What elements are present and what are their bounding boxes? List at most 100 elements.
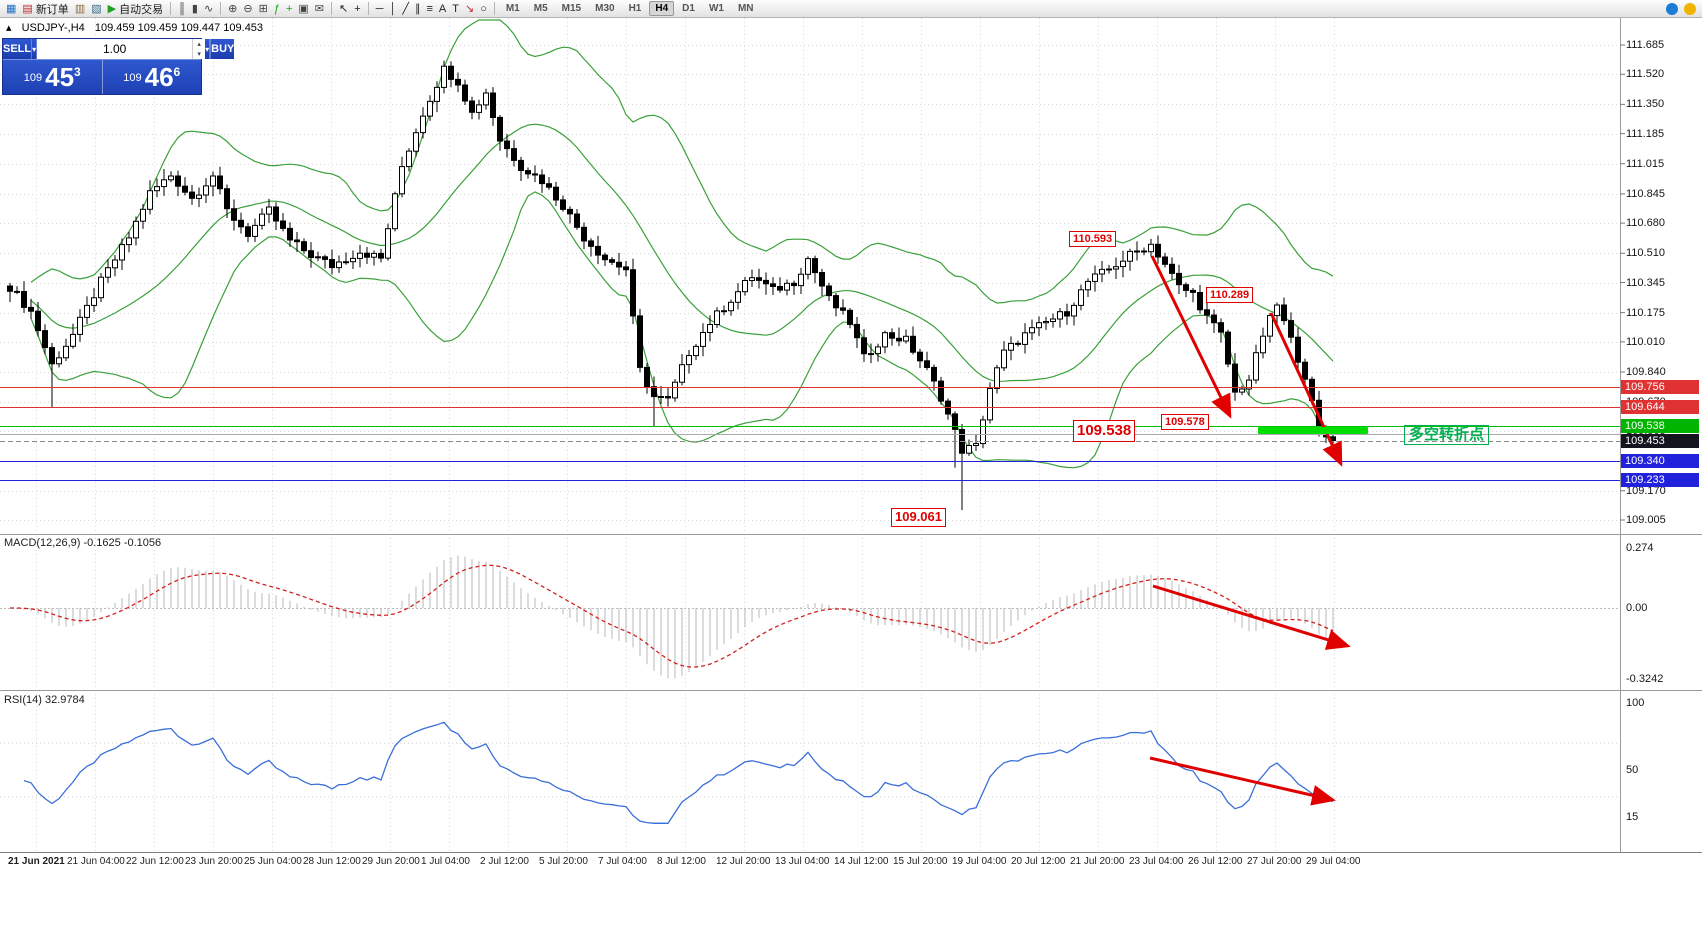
indicators-icon: ƒ (273, 2, 280, 15)
vertical-line-icon[interactable]: │ (387, 1, 398, 17)
timeframe-button-w1[interactable]: W1 (708, 3, 724, 14)
price-scale-label: 111.685 (1626, 39, 1665, 51)
sell-caret-icon[interactable]: ▾ (32, 39, 38, 59)
line-chart-icon[interactable]: ∿ (202, 1, 215, 17)
timeframe-button-h1[interactable]: H1 (628, 3, 642, 14)
price-scale-label: 110.680 (1626, 217, 1665, 230)
volume-stepper: ▴ ▾ (192, 39, 205, 59)
trendline-icon: ╱ (402, 2, 409, 15)
time-axis-label: 29 Jul 04:00 (1306, 856, 1361, 867)
templates-icon[interactable]: ▣ (296, 1, 310, 17)
timeframe-button-m1[interactable]: M1 (505, 3, 520, 14)
rsi-scale-label: 100 (1626, 697, 1645, 709)
line-chart-icon: ∿ (203, 2, 214, 15)
candlestick-chart-icon[interactable]: ▮ (190, 1, 200, 17)
price-badge: 109.453 (1621, 433, 1699, 448)
price-annotation[interactable]: 109.538 (1073, 420, 1136, 442)
price-annotation[interactable]: 109.578 (1161, 414, 1209, 431)
price-annotation[interactable]: 109.061 (891, 508, 946, 527)
price-scale-label: 109.840 (1626, 366, 1666, 378)
text-icon[interactable]: A (437, 1, 448, 17)
add-indicator-icon: + (285, 2, 293, 15)
price-scale-label: 111.520 (1626, 68, 1665, 81)
timeframe-button-m30[interactable]: M30 (595, 3, 615, 14)
time-axis-label: 14 Jul 12:00 (834, 856, 889, 867)
crosshair-icon[interactable]: + (352, 1, 362, 17)
buy-price-big: 46 (144, 62, 174, 92)
price-badge: 109.233 (1621, 472, 1699, 487)
tile-windows-icon[interactable]: ⊞ (257, 1, 270, 17)
sell-button[interactable]: SELL (3, 39, 33, 59)
fibonacci-icon[interactable]: ≡ (424, 1, 434, 17)
indicators-icon[interactable]: ƒ (272, 1, 282, 17)
price-annotation[interactable]: 110.593 (1069, 231, 1117, 248)
rsi-scale-label: 15 (1626, 810, 1639, 823)
time-axis-label: 28 Jun 12:00 (303, 856, 361, 867)
one-click-prices: 109 45 3 109 46 6 (3, 60, 201, 94)
time-axis-label: 21 Jun 2021 (8, 856, 65, 867)
sell-price-big: 45 (45, 62, 75, 92)
pane-dividers[interactable] (0, 18, 1702, 853)
macd-scale-label: 0.274 (1626, 542, 1654, 555)
buy-caret-icon[interactable]: ▾ (205, 39, 211, 59)
fibonacci-icon: ≡ (426, 2, 433, 15)
market-watch-icon[interactable]: ▥ (73, 1, 87, 17)
time-axis-label: 13 Jul 04:00 (775, 856, 830, 867)
navigator-icon[interactable]: ▧ (89, 1, 103, 17)
time-axis-label: 22 Jun 12:00 (126, 856, 184, 867)
time-axis-label: 7 Jul 04:00 (598, 856, 647, 867)
bar-chart-icon[interactable]: ║ (176, 1, 188, 17)
price-annotation[interactable]: 110.289 (1206, 287, 1254, 304)
timeframe-button-m15[interactable]: M15 (561, 3, 582, 14)
rsi-indicator (0, 721, 1620, 824)
horizontal-line-icon[interactable]: ─ (374, 1, 386, 17)
autotrading-button[interactable]: ▶ 自动交易 (106, 1, 165, 17)
horizontal-line-icon: ─ (375, 2, 384, 15)
macd-scale-label: 0.00 (1626, 602, 1648, 614)
price-scale-label: 111.185 (1626, 127, 1665, 140)
time-axis-label: 5 Jul 20:00 (539, 856, 588, 867)
trend-arrows[interactable] (1149, 255, 1351, 806)
navigator-icon: ▧ (91, 2, 102, 15)
volume-down-icon[interactable]: ▾ (197, 51, 201, 58)
zoom-out-icon[interactable]: ⊖ (241, 1, 254, 17)
community-icon[interactable] (1666, 2, 1678, 15)
support-highlight-bar[interactable] (1258, 427, 1368, 434)
time-axis-label: 23 Jul 04:00 (1129, 856, 1184, 867)
alerts-icon[interactable] (1684, 2, 1696, 15)
turning-point-label[interactable]: 多空转折点 (1404, 425, 1490, 445)
level-lines[interactable] (0, 387, 1620, 481)
volume-up-icon[interactable]: ▴ (197, 41, 201, 48)
zoom-in-icon[interactable]: ⊕ (226, 1, 239, 17)
new-chart-icon[interactable]: ▦ (4, 1, 18, 17)
timeframe-button-m5[interactable]: M5 (533, 3, 548, 14)
arrow-tool-icon: ↘ (464, 2, 475, 15)
volume-input[interactable] (37, 39, 193, 59)
shapes-icon[interactable]: ○ (478, 1, 489, 17)
timeframe-button-h4[interactable]: H4 (649, 1, 675, 16)
rsi-label: RSI(14) 32.9784 (4, 694, 85, 706)
buy-price-display[interactable]: 109 46 6 (103, 60, 202, 94)
price-scale-label: 110.510 (1626, 247, 1665, 260)
timeframe-button-d1[interactable]: D1 (682, 3, 695, 14)
timeframe-button-mn[interactable]: MN (737, 3, 754, 14)
buy-button[interactable]: BUY (210, 39, 235, 59)
new-order-button[interactable]: ▤ 新订单 (20, 1, 70, 17)
trendline-icon[interactable]: ╱ (400, 1, 411, 17)
channel-icon[interactable]: ∥ (413, 1, 423, 17)
candles (7, 60, 1336, 511)
time-axis-label: 26 Jul 12:00 (1188, 856, 1243, 867)
cursor-icon[interactable]: ↖ (337, 1, 350, 17)
time-axis-label: 25 Jun 04:00 (244, 856, 302, 867)
sell-price-display[interactable]: 109 45 3 (3, 60, 102, 94)
sell-price-prefix: 109 (23, 72, 43, 84)
add-indicator-icon[interactable]: + (284, 1, 294, 17)
label-icon[interactable]: T (450, 1, 461, 17)
mail-icon[interactable]: ✉ (313, 1, 326, 17)
candlestick-chart-icon: ▮ (191, 2, 198, 15)
arrow-tool-icon[interactable]: ↘ (463, 1, 476, 17)
